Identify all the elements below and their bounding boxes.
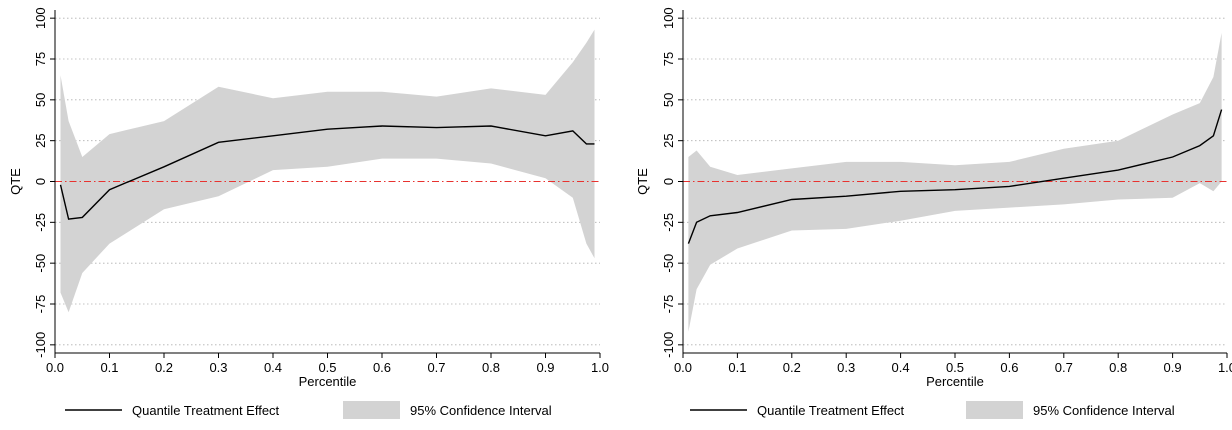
y-tick-label: 0 bbox=[33, 178, 48, 185]
x-tick-label: 0.9 bbox=[536, 360, 554, 375]
x-tick-label: 0.8 bbox=[1109, 360, 1127, 375]
legend-ci-label: 95% Confidence Interval bbox=[410, 403, 552, 418]
y-tick-label: -25 bbox=[33, 213, 48, 232]
x-tick-label: 0.2 bbox=[155, 360, 173, 375]
x-tick-label: 0.0 bbox=[674, 360, 692, 375]
chart-panel-2: -100 -75 -50 -25 0 25 50 75 100 0.0 0.1 0.2 0.3 0.4 0.… bbox=[635, 7, 1232, 419]
x-tick-label: 0.6 bbox=[1000, 360, 1018, 375]
y-tick-label: 50 bbox=[33, 93, 48, 107]
x-tick-label: 0.4 bbox=[264, 360, 282, 375]
effect-line bbox=[687, 109, 1223, 244]
x-tick-label: 0.7 bbox=[427, 360, 445, 375]
legend-effect-label: Quantile Treatment Effect bbox=[132, 403, 280, 418]
x-tick-label: 0.4 bbox=[892, 360, 910, 375]
y-tick-label: 50 bbox=[661, 93, 676, 107]
legend-ci-label: 95% Confidence Interval bbox=[1033, 403, 1175, 418]
x-tick-label: 0.0 bbox=[46, 360, 64, 375]
x-tick-label: 0.3 bbox=[837, 360, 855, 375]
x-tick-label: 0.1 bbox=[100, 360, 118, 375]
y-tick-label: -100 bbox=[661, 332, 676, 358]
legend-effect-label: Quantile Treatment Effect bbox=[757, 403, 905, 418]
y-tick-label: 100 bbox=[661, 7, 676, 29]
legend-ci-swatch bbox=[966, 401, 1023, 419]
y-tick-label: -100 bbox=[33, 332, 48, 358]
y-axis-title: QTE bbox=[8, 168, 23, 195]
x-tick-label: 1.0 bbox=[1218, 360, 1232, 375]
confidence-band bbox=[688, 32, 1222, 332]
y-tick-label: 25 bbox=[661, 133, 676, 147]
chart-panel-1: -100 -75 -50 -25 0 25 50 75 100 0.0 0.1 0.2 0.3 0.4 0.… bbox=[8, 7, 609, 419]
legend: Quantile Treatment Effect 95% Confidence … bbox=[65, 401, 552, 419]
effect-line bbox=[59, 125, 595, 220]
x-tick-label: 0.6 bbox=[373, 360, 391, 375]
confidence-band bbox=[60, 29, 595, 313]
y-tick-label: -50 bbox=[33, 254, 48, 273]
y-tick-label: 0 bbox=[661, 178, 676, 185]
x-tick-label: 0.9 bbox=[1164, 360, 1182, 375]
y-tick-label: 75 bbox=[33, 52, 48, 66]
y-tick-label: 100 bbox=[33, 7, 48, 29]
x-tick-label: 0.1 bbox=[728, 360, 746, 375]
y-tick-label: -75 bbox=[33, 295, 48, 314]
x-tick-label: 0.3 bbox=[209, 360, 227, 375]
y-tick-label: -25 bbox=[661, 213, 676, 232]
y-tick-label: 75 bbox=[661, 52, 676, 66]
y-axis-title: QTE bbox=[635, 168, 650, 195]
x-axis-title: Percentile bbox=[299, 374, 357, 389]
x-axis-title: Percentile bbox=[926, 374, 984, 389]
x-tick-label: 0.5 bbox=[946, 360, 964, 375]
x-tick-label: 1.0 bbox=[591, 360, 609, 375]
x-tick-label: 0.2 bbox=[783, 360, 801, 375]
legend: Quantile Treatment Effect 95% Confidence … bbox=[690, 401, 1175, 419]
x-tick-label: 0.5 bbox=[318, 360, 336, 375]
y-tick-label: -50 bbox=[661, 254, 676, 273]
y-tick-label: 25 bbox=[33, 133, 48, 147]
legend-ci-swatch bbox=[343, 401, 400, 419]
x-tick-label: 0.8 bbox=[482, 360, 500, 375]
y-tick-label: -75 bbox=[661, 295, 676, 314]
x-tick-label: 0.7 bbox=[1055, 360, 1073, 375]
